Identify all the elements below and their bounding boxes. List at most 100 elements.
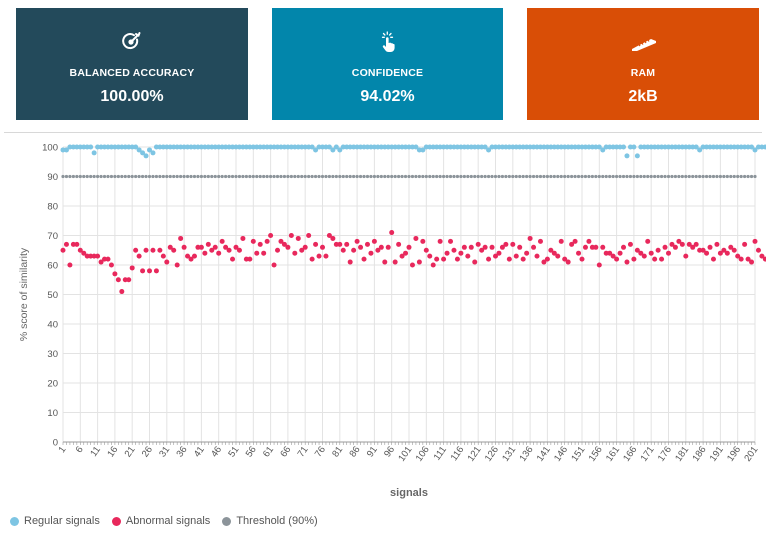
regular-point [333,144,339,150]
threshold-point [639,174,643,179]
regular-point [70,144,76,150]
regular-point [479,144,485,150]
threshold-point [739,174,743,179]
abnormal-point [645,238,651,244]
abnormal-point [257,241,263,247]
abnormal-point [77,247,83,253]
threshold-point [151,174,155,179]
threshold-point [663,174,667,179]
regular-point [164,144,170,150]
abnormal-point [112,271,118,277]
abnormal-point [717,250,723,256]
abnormal-point [219,238,225,244]
threshold-point [137,174,141,179]
threshold-point [421,174,425,179]
legend-item-threshold[interactable]: Threshold (90%) [222,515,318,527]
regular-point [84,144,90,150]
abnormal-point [444,250,450,256]
legend-label: Abnormal signals [125,515,211,527]
threshold-point [109,174,114,179]
abnormal-point [275,247,281,253]
abnormal-point [250,238,256,244]
regular-point [762,144,766,150]
threshold-point [480,174,484,179]
threshold-point [566,174,570,179]
abnormal-point [735,253,741,259]
threshold-point [179,174,183,179]
threshold-point [345,174,349,179]
regular-point [707,144,713,150]
abnormal-point [285,244,291,250]
regular-point [551,144,557,150]
threshold-point [237,174,242,179]
x-tick-label: 146 [552,444,570,463]
abnormal-point [171,247,177,253]
regular-point [399,144,405,150]
threshold-point [431,174,435,179]
abnormal-point [700,247,706,253]
regular-point [468,144,474,150]
abnormal-point [153,268,159,274]
threshold-point [397,174,401,179]
abnormal-point [752,238,758,244]
regular-point [610,144,616,150]
threshold-point [545,174,550,179]
abnormal-point [427,253,433,259]
regular-point [147,147,152,153]
threshold-point [507,174,511,179]
y-tick-label: 20 [47,379,58,390]
regular-point [645,144,651,150]
threshold-point [628,174,633,179]
threshold-point [289,174,293,179]
threshold-point [269,174,273,179]
abnormal-point [247,256,253,262]
threshold-point [694,174,698,179]
abnormal-point [472,259,478,265]
threshold-point [130,174,134,179]
threshold-point [365,174,370,179]
threshold-point [611,174,615,179]
abnormal-point [288,233,294,238]
abnormal-point [126,277,132,283]
threshold-point [414,174,418,179]
threshold-point [227,174,231,179]
legend-item-regular[interactable]: Regular signals [10,515,100,527]
x-tick-label: 161 [604,444,622,463]
abnormal-point [378,244,384,250]
threshold-point [649,174,653,179]
abnormal-point [102,256,108,262]
regular-point [285,144,291,150]
abnormal-point [710,256,716,262]
threshold-point [556,174,560,179]
regular-point [496,144,502,150]
regular-point [666,144,671,150]
abnormal-point [316,253,322,259]
regular-point [74,144,80,150]
regular-point [555,144,561,150]
abnormal-point [313,241,319,247]
regular-point [320,144,325,150]
regular-point [624,153,630,159]
regular-point [482,144,488,150]
threshold-point [234,174,238,179]
threshold-point [542,174,546,179]
regular-point [652,144,658,150]
threshold-point [511,174,515,179]
regular-point [683,144,689,150]
x-axis-label: signals [390,487,428,499]
legend-label: Threshold (90%) [236,515,318,527]
threshold-point [220,174,224,179]
legend-item-abnormal[interactable]: Abnormal signals [111,515,211,527]
x-tick-label: 201 [742,444,760,463]
chart-legend: Regular signals Abnormal signals Thresho… [10,515,327,529]
regular-point [631,144,637,150]
regular-point [174,144,180,150]
regular-point [489,144,495,150]
regular-point [167,144,173,150]
regular-point [710,144,716,150]
threshold-point [597,174,601,179]
regular-point [461,144,467,150]
threshold-point [123,174,127,179]
abnormal-point [133,247,139,253]
threshold-point [473,174,477,179]
